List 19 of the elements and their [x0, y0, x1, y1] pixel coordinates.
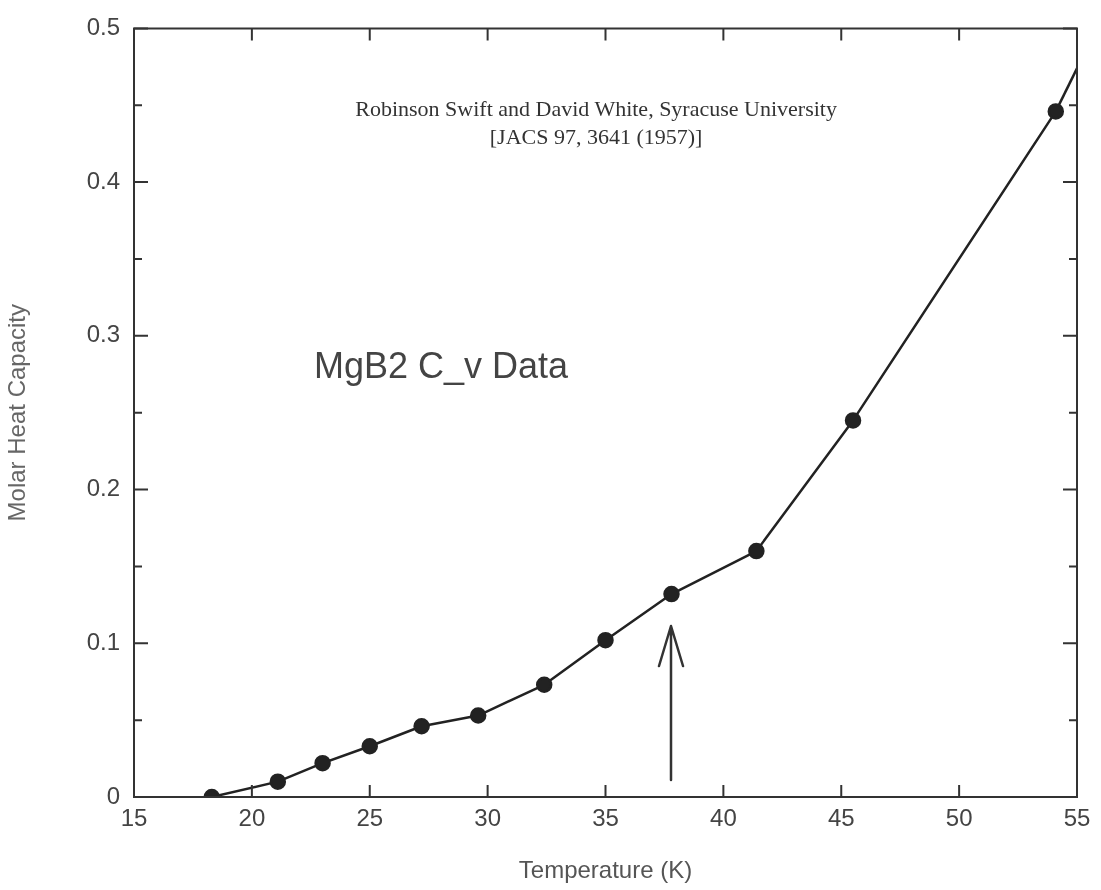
x-tick-label: 40 [710, 804, 737, 832]
y-tick-label: 0.4 [86, 166, 120, 194]
x-tick-label: 50 [945, 804, 973, 832]
y-axis-title: Molar Heat Capacity [3, 303, 31, 522]
y-tick-label: 0.1 [86, 627, 120, 655]
x-tick-label: 35 [592, 804, 619, 832]
x-tick-label: 25 [356, 804, 384, 832]
x-tick-label: 15 [120, 804, 148, 832]
y-tick-label: 0 [106, 781, 120, 809]
x-tick-label: 55 [1063, 804, 1091, 832]
x-tick-label: 30 [474, 804, 501, 832]
y-tick-label: 0.5 [86, 13, 120, 41]
y-tick-label: 0.2 [86, 474, 120, 502]
annotation: MgB2 C_v Data [314, 345, 570, 387]
x-tick-label: 20 [238, 804, 266, 832]
x-axis-title: Temperature (K) [518, 856, 693, 884]
x-tick-label: 45 [827, 804, 855, 832]
annotation: Robinson Swift and David White, Syracuse University [JACS 97, 3641 (1957)] [355, 96, 837, 150]
y-tick-label: 0.3 [86, 320, 120, 348]
